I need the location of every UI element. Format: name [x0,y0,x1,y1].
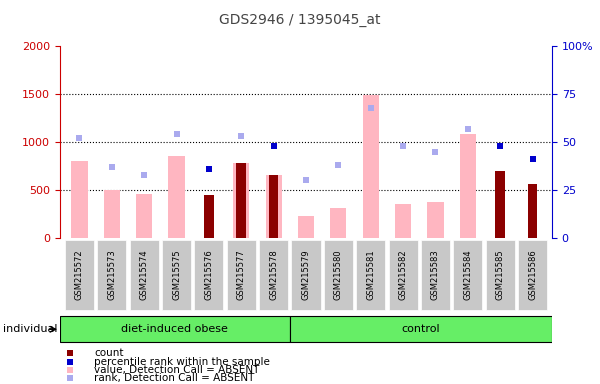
Bar [266,175,282,238]
FancyBboxPatch shape [389,240,418,310]
Text: GSM215573: GSM215573 [107,249,116,300]
Text: individual: individual [3,324,58,334]
Text: GDS2946 / 1395045_at: GDS2946 / 1395045_at [219,13,381,27]
FancyBboxPatch shape [162,240,191,310]
Bar [298,216,314,238]
Text: diet-induced obese: diet-induced obese [121,324,228,334]
FancyBboxPatch shape [453,240,482,310]
FancyBboxPatch shape [356,240,385,310]
Text: rank, Detection Call = ABSENT: rank, Detection Call = ABSENT [94,373,255,383]
FancyBboxPatch shape [421,240,450,310]
Text: GSM215574: GSM215574 [140,249,149,300]
FancyBboxPatch shape [292,240,320,310]
FancyBboxPatch shape [485,240,515,310]
FancyBboxPatch shape [290,316,552,342]
Bar [136,194,152,238]
Bar [104,190,120,238]
Text: GSM215585: GSM215585 [496,249,505,300]
Text: GSM215586: GSM215586 [528,249,537,300]
FancyBboxPatch shape [518,240,547,310]
Bar [269,175,278,238]
Text: GSM215582: GSM215582 [398,249,407,300]
Bar [427,202,443,238]
FancyBboxPatch shape [60,316,290,342]
FancyBboxPatch shape [97,240,127,310]
Text: GSM215578: GSM215578 [269,249,278,300]
Text: GSM215583: GSM215583 [431,249,440,300]
Text: GSM215579: GSM215579 [302,249,311,300]
Bar [362,95,379,238]
Bar [460,134,476,238]
Bar [233,163,250,238]
Bar [71,161,88,238]
Bar [169,156,185,238]
Text: GSM215584: GSM215584 [463,249,472,300]
Bar [528,184,538,238]
Bar [330,208,346,238]
FancyBboxPatch shape [259,240,288,310]
FancyBboxPatch shape [227,240,256,310]
FancyBboxPatch shape [194,240,223,310]
Text: control: control [401,324,440,334]
Text: GSM215577: GSM215577 [237,249,246,300]
FancyBboxPatch shape [130,240,159,310]
FancyBboxPatch shape [65,240,94,310]
FancyBboxPatch shape [324,240,353,310]
Bar [395,204,411,238]
Text: GSM215581: GSM215581 [366,249,375,300]
Bar [496,171,505,238]
Text: GSM215572: GSM215572 [75,249,84,300]
Text: percentile rank within the sample: percentile rank within the sample [94,357,271,367]
Bar [236,163,246,238]
Text: GSM215575: GSM215575 [172,249,181,300]
Text: GSM215580: GSM215580 [334,249,343,300]
Text: count: count [94,348,124,358]
Text: value, Detection Call = ABSENT: value, Detection Call = ABSENT [94,365,260,375]
Bar [204,195,214,238]
Text: GSM215576: GSM215576 [205,249,214,300]
